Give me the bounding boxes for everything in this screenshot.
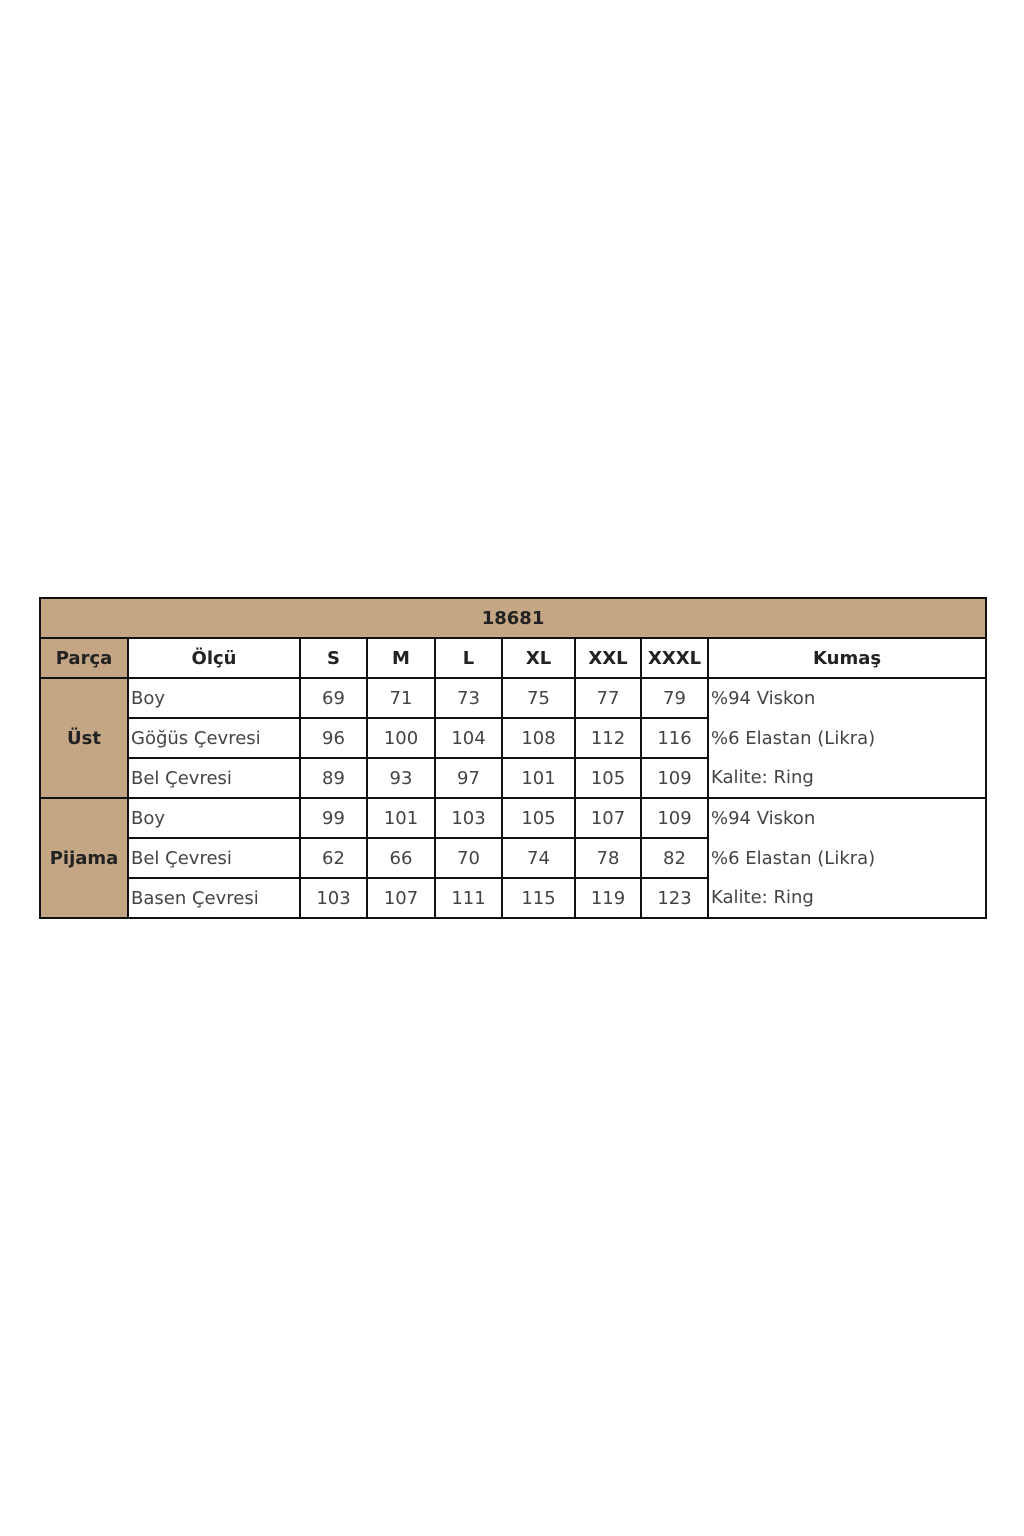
size-value: 107 — [574, 797, 642, 839]
size-value: 100 — [366, 717, 436, 759]
size-value: 71 — [366, 677, 436, 719]
fabric-info: %6 Elastan (Likra) — [706, 718, 988, 758]
measure-label: Bel Çevresi — [127, 837, 301, 879]
measure-label: Bel Çevresi — [127, 757, 301, 799]
fabric-info: %94 Viskon — [706, 797, 988, 838]
column-header: XL — [501, 637, 576, 679]
size-value: 115 — [501, 877, 576, 919]
size-value: 89 — [299, 757, 368, 799]
size-value: 99 — [299, 797, 368, 839]
column-header: M — [366, 637, 436, 679]
size-value: 103 — [299, 877, 368, 919]
product-code: 18681 — [38, 597, 988, 639]
fabric-info: Kalite: Ring — [706, 758, 988, 799]
size-value: 112 — [574, 717, 642, 759]
column-header: Ölçü — [127, 637, 301, 679]
size-value: 77 — [574, 677, 642, 719]
size-value: 66 — [366, 837, 436, 879]
size-value: 93 — [366, 757, 436, 799]
size-value: 116 — [640, 717, 709, 759]
size-value: 123 — [640, 877, 709, 919]
measure-label: Boy — [127, 677, 301, 719]
size-value: 101 — [366, 797, 436, 839]
size-value: 74 — [501, 837, 576, 879]
part-label: Üst — [39, 677, 129, 799]
size-value: 62 — [299, 837, 368, 879]
table-row: Göğüs Çevresi 96 100 104 108 112 116 %6 Elastan… — [40, 717, 988, 759]
size-value: 109 — [640, 797, 709, 839]
size-value: 78 — [574, 837, 642, 879]
size-value: 105 — [501, 797, 576, 839]
size-value: 82 — [640, 837, 709, 879]
part-label: Pijama — [39, 797, 129, 919]
size-chart-table: 18681 Parça Ölçü S M L XL XXL XXXL Kumaş Üst Boy 6… — [38, 597, 988, 919]
table-row: Bel Çevresi 62 66 70 74 78 82 %6 Elastan (Likra… — [40, 837, 988, 879]
table-row: Bel Çevresi 89 93 97 101 105 109 Kalite: Ring — [40, 757, 988, 799]
size-value: 69 — [299, 677, 368, 719]
size-value: 101 — [501, 757, 576, 799]
table-row: Basen Çevresi 103 107 111 115 119 123 Kalite: R… — [40, 877, 988, 919]
header-row: Parça Ölçü S M L XL XXL XXXL Kumaş — [39, 637, 988, 679]
size-value: 109 — [640, 757, 709, 799]
column-header: Kumaş — [706, 637, 988, 679]
fabric-info: %6 Elastan (Likra) — [706, 838, 988, 878]
size-value: 107 — [366, 877, 436, 919]
size-value: 97 — [434, 757, 503, 799]
size-value: 79 — [640, 677, 709, 719]
column-header: L — [434, 637, 503, 679]
size-value: 104 — [434, 717, 503, 759]
column-header: S — [299, 637, 368, 679]
size-value: 111 — [434, 877, 503, 919]
table-row: Pijama Boy 99 101 103 105 107 109 %94 Viskon — [39, 797, 988, 919]
measure-label: Boy — [127, 797, 301, 839]
size-value: 75 — [501, 677, 576, 719]
measure-label: Göğüs Çevresi — [127, 717, 301, 759]
size-value: 70 — [434, 837, 503, 879]
column-header: XXXL — [640, 637, 709, 679]
size-value: 105 — [574, 757, 642, 799]
fabric-info: Kalite: Ring — [706, 878, 988, 919]
size-value: 96 — [299, 717, 368, 759]
column-header: Parça — [39, 637, 129, 679]
size-value: 103 — [434, 797, 503, 839]
size-value: 119 — [574, 877, 642, 919]
fabric-info: %94 Viskon — [706, 677, 988, 718]
column-header: XXL — [574, 637, 642, 679]
table-row: Üst Boy 69 71 73 75 77 79 %94 Viskon — [39, 677, 988, 799]
size-value: 73 — [434, 677, 503, 719]
size-value: 108 — [501, 717, 576, 759]
title-row: 18681 — [38, 597, 988, 639]
measure-label: Basen Çevresi — [127, 877, 301, 919]
